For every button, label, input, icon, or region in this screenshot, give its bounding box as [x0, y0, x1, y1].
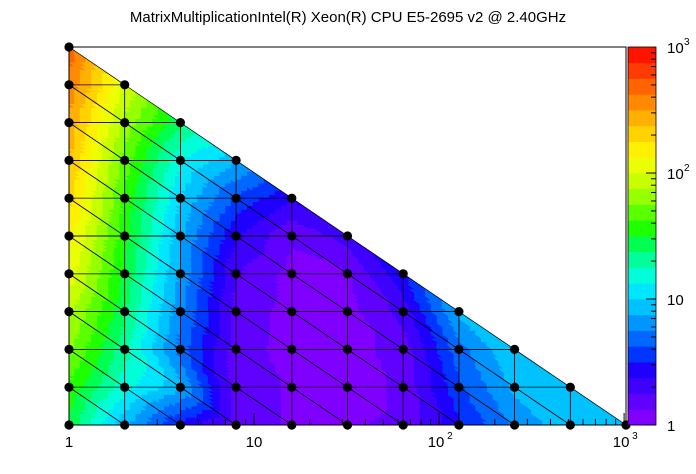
chart-title: MatrixMultiplicationIntel(R) Xeon(R) CPU… — [130, 9, 566, 26]
